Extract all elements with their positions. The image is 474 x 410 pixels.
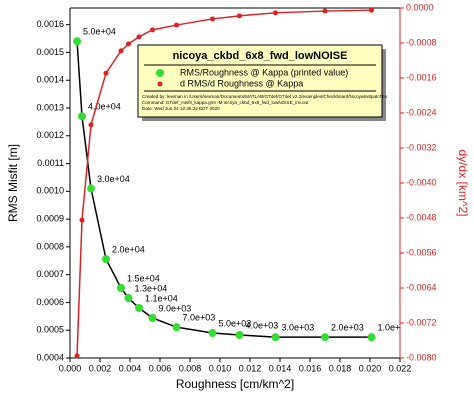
data-point <box>321 333 329 342</box>
y-tick-label: 0.0004 <box>36 352 64 362</box>
x-tick-label: 0.020 <box>359 363 382 373</box>
point-label: 1.0e+03 <box>378 323 411 333</box>
data-point <box>150 27 155 33</box>
data-point <box>271 333 280 342</box>
x-tick-label: 0.004 <box>119 363 142 373</box>
legend-note: Date: Wed Jun 24 12:35:22 EDT 2020 <box>142 106 220 111</box>
x-tick-label: 0.010 <box>209 363 232 373</box>
x-tick-label: 0.000 <box>59 363 82 373</box>
data-point <box>367 333 376 342</box>
data-point <box>237 13 242 19</box>
data-point <box>174 22 179 28</box>
legend-title: nicoya_ckbd_6x8_fwd_lowNOISE <box>173 50 348 62</box>
x-tick-label: 0.018 <box>329 363 352 373</box>
y-tick-label: 0.0005 <box>36 325 64 335</box>
x-tick-label: 0.006 <box>149 363 172 373</box>
point-label: 2.0e+04 <box>112 244 145 254</box>
point-label: 1.3e+04 <box>135 283 168 293</box>
y-tick-label: 0.0012 <box>36 130 64 140</box>
point-label: 3.0e+03 <box>282 323 315 333</box>
x-tick-label: 0.014 <box>269 363 292 373</box>
data-point <box>208 329 217 337</box>
y2-tick-label: -0.0056 <box>406 247 437 257</box>
y-tick-label: 0.0006 <box>36 297 64 307</box>
legend-label: d RMS/d Roughness @ Kappa <box>180 78 303 88</box>
data-point <box>135 304 143 312</box>
data-point <box>235 330 244 339</box>
data-point <box>73 37 82 46</box>
y2-axis-label: dy/dx [km^2] <box>456 150 470 217</box>
y2-tick-label: -0.0008 <box>406 37 437 47</box>
point-label: 5.0e+04 <box>83 27 116 37</box>
y2-tick-label: -0.0080 <box>406 352 437 362</box>
y-tick-label: 0.0014 <box>36 75 64 85</box>
y-tick-label: 0.0011 <box>37 158 64 168</box>
y2-tick-label: -0.0032 <box>406 142 437 152</box>
legend-marker <box>157 81 163 87</box>
data-point <box>273 10 278 16</box>
data-point <box>79 217 85 223</box>
y2-tick-label: 0.0000 <box>406 2 434 12</box>
point-label: 2.0e+03 <box>331 323 364 333</box>
data-point <box>172 323 181 332</box>
point-label: 3.0e+04 <box>97 174 130 184</box>
data-point <box>124 294 133 302</box>
legend-note: Command: GTdef_misfit_kappa.gmt -M nicoy… <box>142 100 309 105</box>
data-point <box>210 16 215 22</box>
x-tick-label: 0.008 <box>179 363 202 373</box>
point-label: 9.0e+03 <box>159 303 192 313</box>
y-tick-label: 0.0015 <box>36 47 64 57</box>
legend-note: Created by: lewman in /Users/lewman/Docu… <box>142 94 388 99</box>
y2-tick-label: -0.0072 <box>406 317 437 327</box>
data-point <box>103 70 109 76</box>
y2-tick-label: -0.0064 <box>406 282 437 292</box>
x-tick-label: 0.012 <box>239 363 262 373</box>
data-point <box>136 34 142 40</box>
point-label: 4.0e+03 <box>246 320 279 330</box>
point-label: 7.0e+03 <box>183 313 216 323</box>
series-line <box>76 41 372 338</box>
data-point <box>88 122 94 128</box>
point-label: 1.5e+04 <box>127 273 160 283</box>
data-point <box>369 7 374 13</box>
data-point <box>126 41 131 47</box>
y-axis-label: RMS Misfit [m] <box>6 144 20 222</box>
point-label: 4.0e+04 <box>88 102 121 112</box>
data-point <box>117 284 125 292</box>
data-point <box>102 255 110 264</box>
y-tick-label: 0.0007 <box>36 269 64 279</box>
x-tick-label: 0.016 <box>299 363 322 373</box>
data-point <box>322 8 328 14</box>
data-point <box>148 314 157 322</box>
x-tick-label: 0.002 <box>89 363 112 373</box>
legend-marker <box>156 69 164 77</box>
x-axis-label: Roughness [cm/km^2] <box>176 377 294 391</box>
legend-label: RMS/Roughness @ Kappa (printed value) <box>180 67 348 77</box>
y2-tick-label: -0.0048 <box>406 212 437 222</box>
y-tick-label: 0.0010 <box>36 186 64 196</box>
y-tick-label: 0.0008 <box>36 241 64 251</box>
y-tick-label: 0.0009 <box>36 213 64 223</box>
y2-tick-label: -0.0016 <box>406 72 437 82</box>
data-point <box>87 184 95 193</box>
y2-tick-label: -0.0024 <box>406 107 437 117</box>
point-label: 1.1e+04 <box>145 293 178 303</box>
y2-tick-label: -0.0040 <box>406 177 437 187</box>
y-tick-label: 0.0016 <box>36 19 64 29</box>
legend: nicoya_ckbd_6x8_fwd_lowNOISE RMS/Roughnes… <box>137 44 388 121</box>
y-tick-label: 0.0013 <box>36 102 64 112</box>
data-point <box>74 353 80 359</box>
data-point <box>78 112 86 121</box>
legend-box <box>137 44 383 118</box>
series-line <box>76 9 372 356</box>
point-label: 5.0e+03 <box>219 318 252 328</box>
data-point <box>118 48 124 54</box>
x-tick-label: 0.022 <box>389 363 412 373</box>
